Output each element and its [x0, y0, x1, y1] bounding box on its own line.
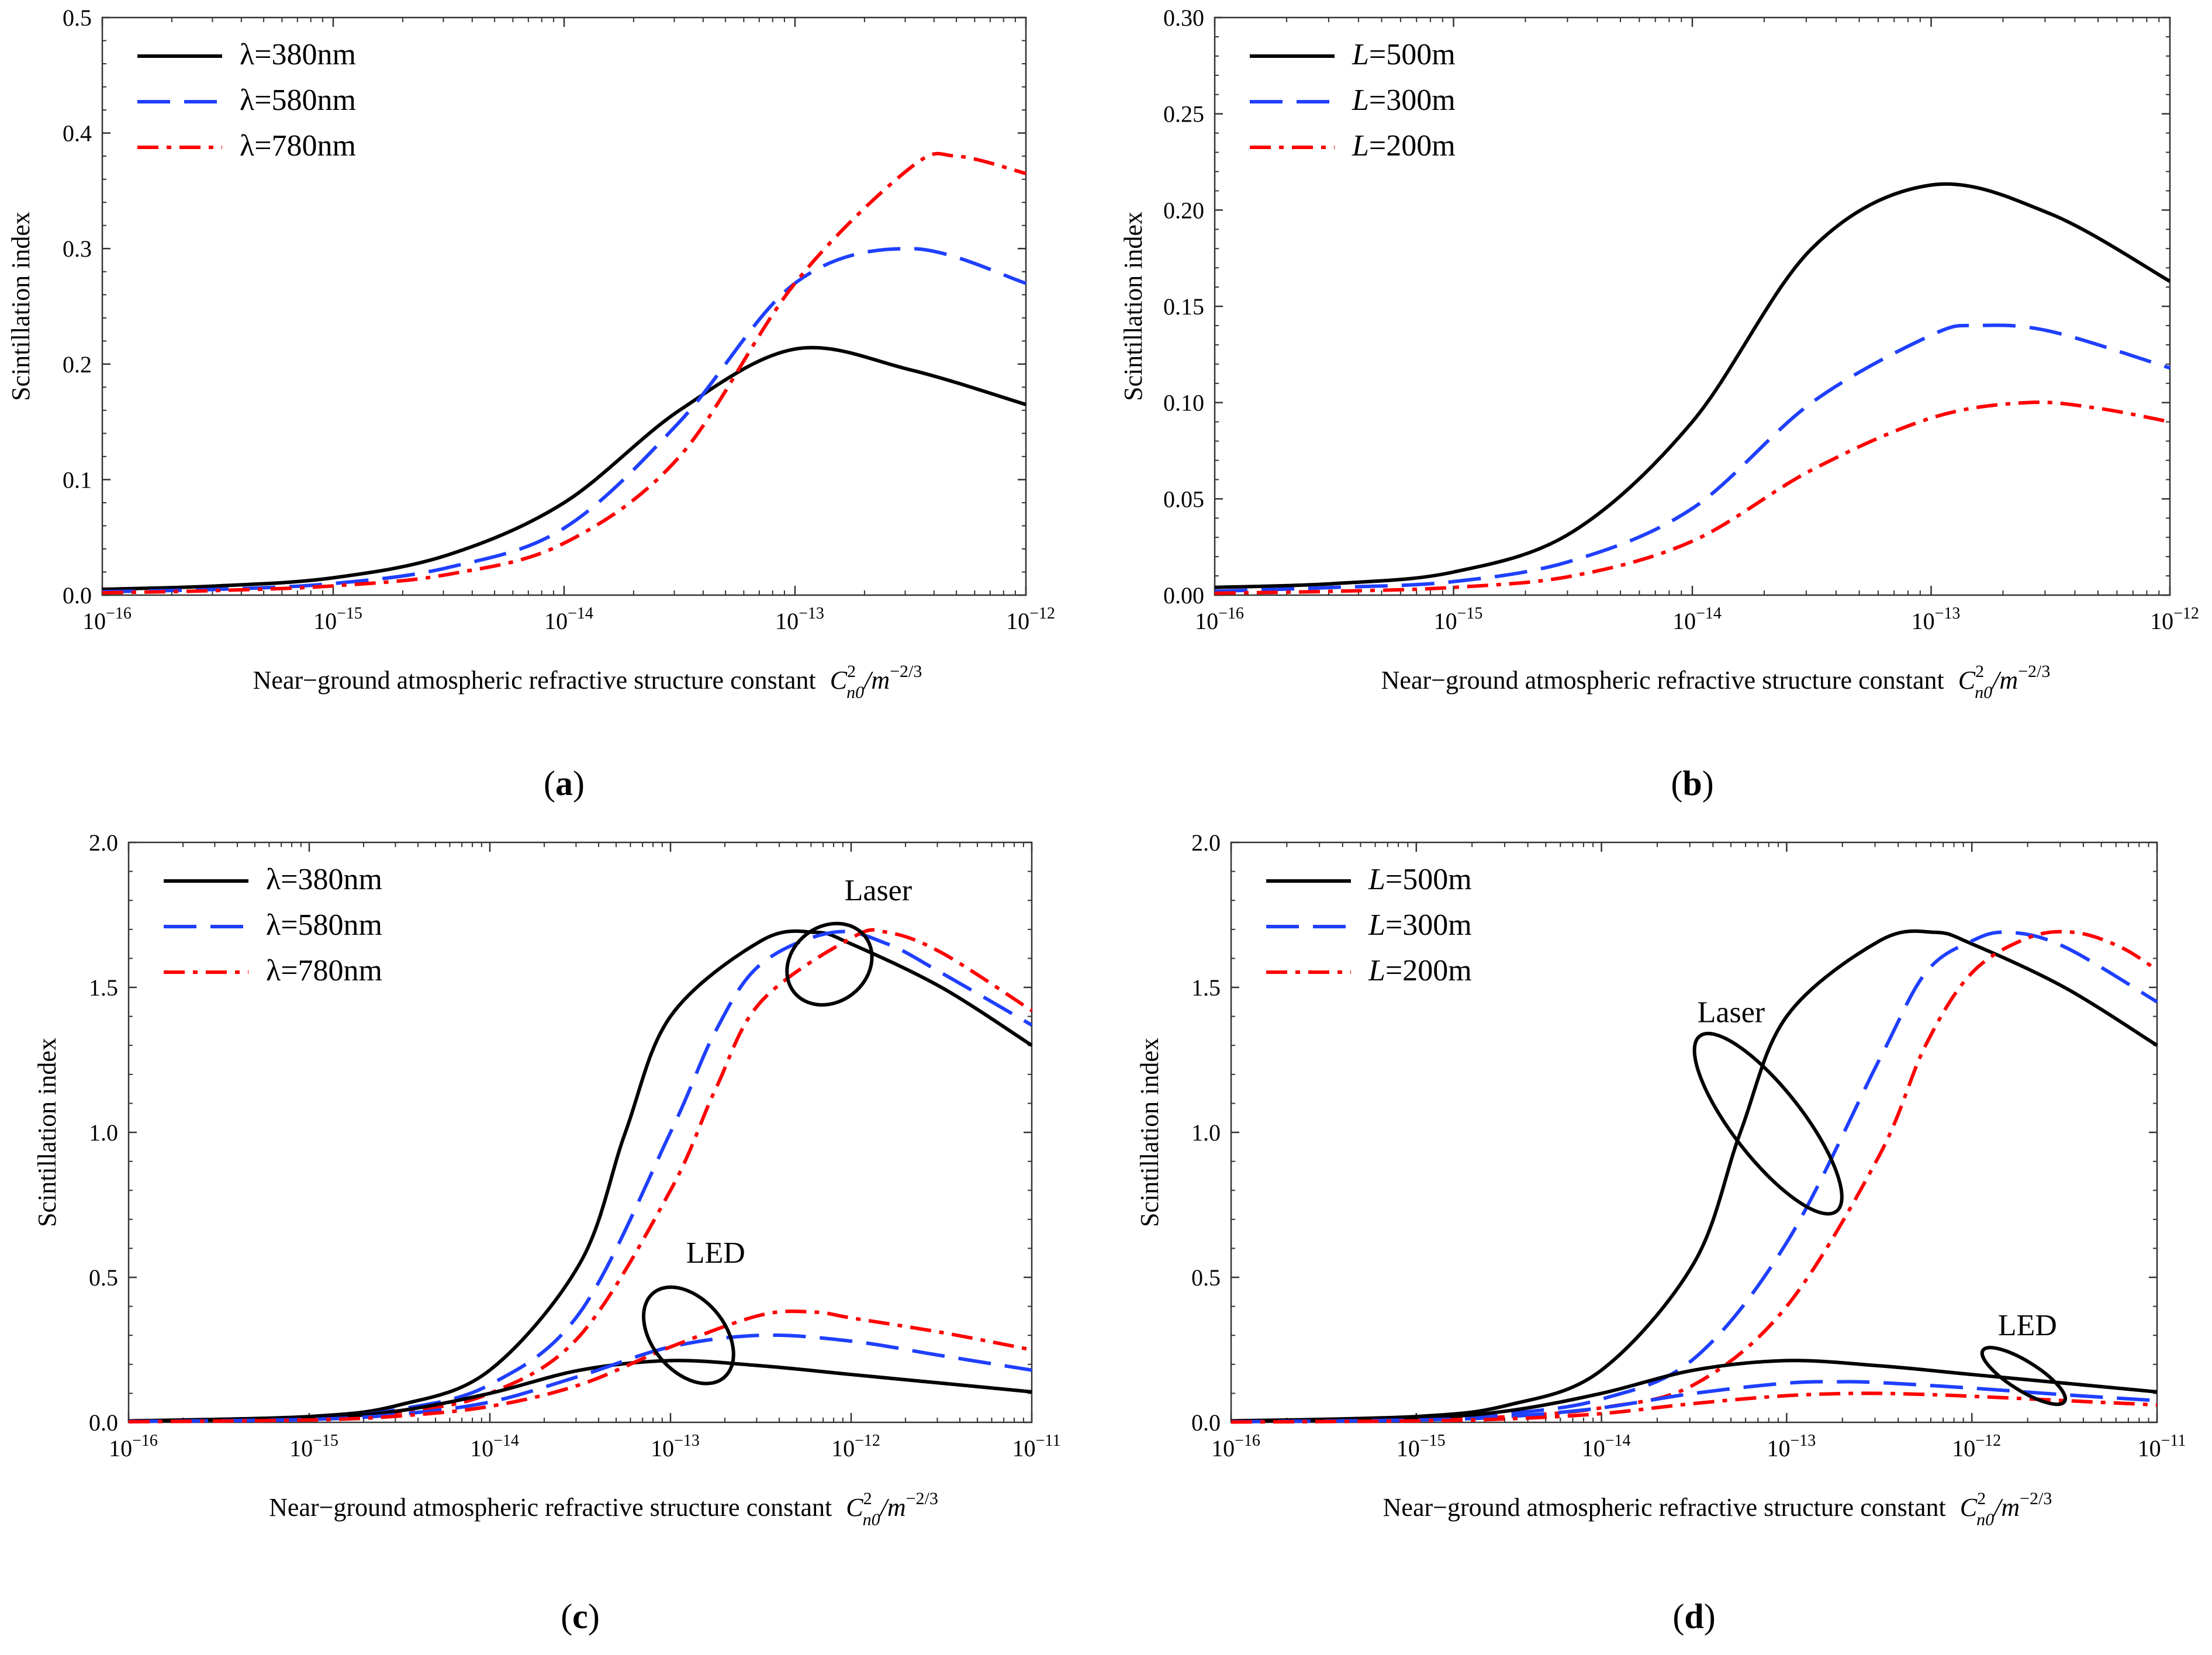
x-tick-label: 10−13: [775, 604, 824, 634]
legend-entry: λ=380nm: [266, 863, 382, 896]
y-axis-label: Scintillation index: [33, 1038, 61, 1227]
y-tick-label: 0.4: [63, 120, 92, 147]
annotation-ellipse: [642, 1285, 735, 1385]
legend-entry: λ=380nm: [240, 38, 356, 71]
annotation-label: Laser: [845, 874, 912, 907]
x-tick-label: 10−15: [1397, 1432, 1446, 1461]
y-tick-label: 0.2: [63, 351, 92, 378]
annotation-ellipse: [785, 921, 874, 1007]
legend-entry: L=200m: [1368, 954, 1472, 987]
legend-entry: L=500m: [1368, 863, 1472, 896]
chart-panel-a: 0.0 0.1 0.2 0.3 0.4 0.5 10−16 10−15 10−14 10−13 10…: [6, 5, 1055, 803]
series-line-black-0: [102, 345, 1026, 592]
series-line-blue-1: [1231, 930, 2158, 1423]
x-tick-label: 10−12: [1006, 604, 1055, 634]
y-tick-label: 0.00: [1163, 582, 1204, 609]
chart-panel-b: 0.00 0.05 0.10 0.15 0.20 0.25 0.30 10−16 10−15 10…: [1119, 5, 2199, 803]
legend-entry: L=300m: [1368, 908, 1472, 942]
y-tick-label: 0.5: [89, 1264, 118, 1291]
y-tick-label: 0.0: [89, 1409, 118, 1436]
y-tick-label: 1.5: [1191, 975, 1221, 1001]
legend-entry: L=300m: [1352, 84, 1456, 117]
series-line-red-2: [1214, 400, 2170, 595]
y-tick-label: 0.10: [1163, 390, 1204, 416]
panel-label: (c): [561, 1597, 600, 1636]
series-line-red-5: [128, 1309, 1032, 1423]
chart-panel-c: 0.0 0.5 1.0 1.5 2.0 10−16 10−15 10−14 10−13 10−12…: [33, 830, 1060, 1636]
y-tick-label: 0.5: [1191, 1264, 1221, 1291]
legend-entry: λ=780nm: [266, 954, 382, 987]
series-line-black-3: [1231, 1359, 2158, 1423]
x-tick-label: 10−13: [1912, 604, 1961, 634]
x-tick-label: 10−15: [289, 1432, 338, 1461]
y-tick-label: 0.3: [63, 236, 92, 262]
series-line-black-0: [1214, 182, 2171, 589]
y-tick-label: 0.0: [63, 582, 92, 609]
series-line-blue-1: [102, 247, 1026, 594]
x-tick-label: 10−11: [2138, 1432, 2186, 1461]
y-tick-label: 0.05: [1163, 486, 1204, 512]
x-tick-label: 10−13: [651, 1432, 700, 1461]
legend-entry: L=200m: [1352, 129, 1456, 163]
annotation-label: LED: [1998, 1309, 2057, 1342]
legend-entry: λ=580nm: [266, 908, 382, 942]
series-line-black-0: [128, 929, 1033, 1423]
y-axis-label: Scintillation index: [6, 212, 35, 401]
x-tick-label: 10−14: [470, 1432, 519, 1461]
x-tick-label: 10−16: [1211, 1432, 1260, 1461]
y-tick-label: 0.25: [1163, 101, 1204, 127]
x-tick-label: 10−11: [1012, 1432, 1061, 1461]
series-line-red-2: [1231, 930, 2158, 1423]
x-tick-label: 10−16: [1195, 604, 1244, 634]
y-tick-label: 1.0: [1191, 1120, 1221, 1146]
x-axis-label: Near−ground atmospheric refractive struc…: [1383, 1489, 2052, 1529]
y-tick-label: 0.30: [1163, 5, 1204, 31]
y-tick-label: 1.5: [89, 975, 118, 1001]
series-line-black-3: [128, 1359, 1032, 1423]
annotation-ellipse: [1980, 1346, 2067, 1407]
x-tick-label: 10−12: [2150, 604, 2199, 634]
y-tick-label: 0.0: [1191, 1409, 1221, 1436]
y-tick-label: 0.5: [63, 5, 92, 31]
y-tick-label: 0.15: [1163, 293, 1204, 320]
x-tick-label: 10−12: [831, 1432, 880, 1461]
legend-entry: L=500m: [1352, 38, 1456, 71]
x-axis-label: Near−ground atmospheric refractive struc…: [253, 662, 922, 702]
y-axis-label: Scintillation index: [1135, 1038, 1164, 1227]
y-tick-label: 0.20: [1163, 197, 1204, 223]
x-tick-label: 10−14: [1672, 604, 1722, 634]
series-line-red-2: [102, 151, 1026, 595]
series-line-black-0: [1231, 929, 2158, 1423]
x-tick-label: 10−13: [1767, 1432, 1816, 1461]
panel-label: (a): [544, 764, 585, 803]
annotation-label: LED: [686, 1236, 745, 1270]
x-tick-label: 10−16: [82, 604, 132, 634]
x-tick-label: 10−14: [544, 604, 593, 634]
y-tick-label: 2.0: [1191, 830, 1221, 856]
panel-label: (b): [1671, 764, 1713, 803]
y-tick-label: 0.1: [63, 467, 92, 493]
x-tick-label: 10−15: [313, 604, 362, 634]
legend-entry: λ=780nm: [240, 129, 356, 163]
x-tick-label: 10−14: [1582, 1432, 1631, 1461]
legend-entry: λ=580nm: [240, 84, 356, 117]
chart-panel-d: 0.0 0.5 1.0 1.5 2.0 10−16 10−15 10−14 10−13 10−12…: [1135, 830, 2186, 1636]
y-axis-label: Scintillation index: [1119, 212, 1148, 401]
x-tick-label: 10−12: [1952, 1432, 2001, 1461]
annotation-ellipse: [1692, 1031, 1844, 1216]
series-line-red-2: [128, 928, 1033, 1423]
x-tick-label: 10−15: [1434, 604, 1483, 634]
y-tick-label: 2.0: [89, 830, 118, 856]
annotation-label: Laser: [1698, 996, 1765, 1029]
series-line-blue-1: [1214, 323, 2170, 593]
series-line-red-5: [1231, 1391, 2158, 1424]
y-tick-label: 1.0: [89, 1120, 118, 1146]
x-tick-label: 10−16: [109, 1432, 158, 1461]
panel-label: (d): [1672, 1597, 1715, 1636]
x-axis-label: Near−ground atmospheric refractive struc…: [269, 1489, 938, 1529]
x-axis-label: Near−ground atmospheric refractive struc…: [1381, 662, 2051, 702]
